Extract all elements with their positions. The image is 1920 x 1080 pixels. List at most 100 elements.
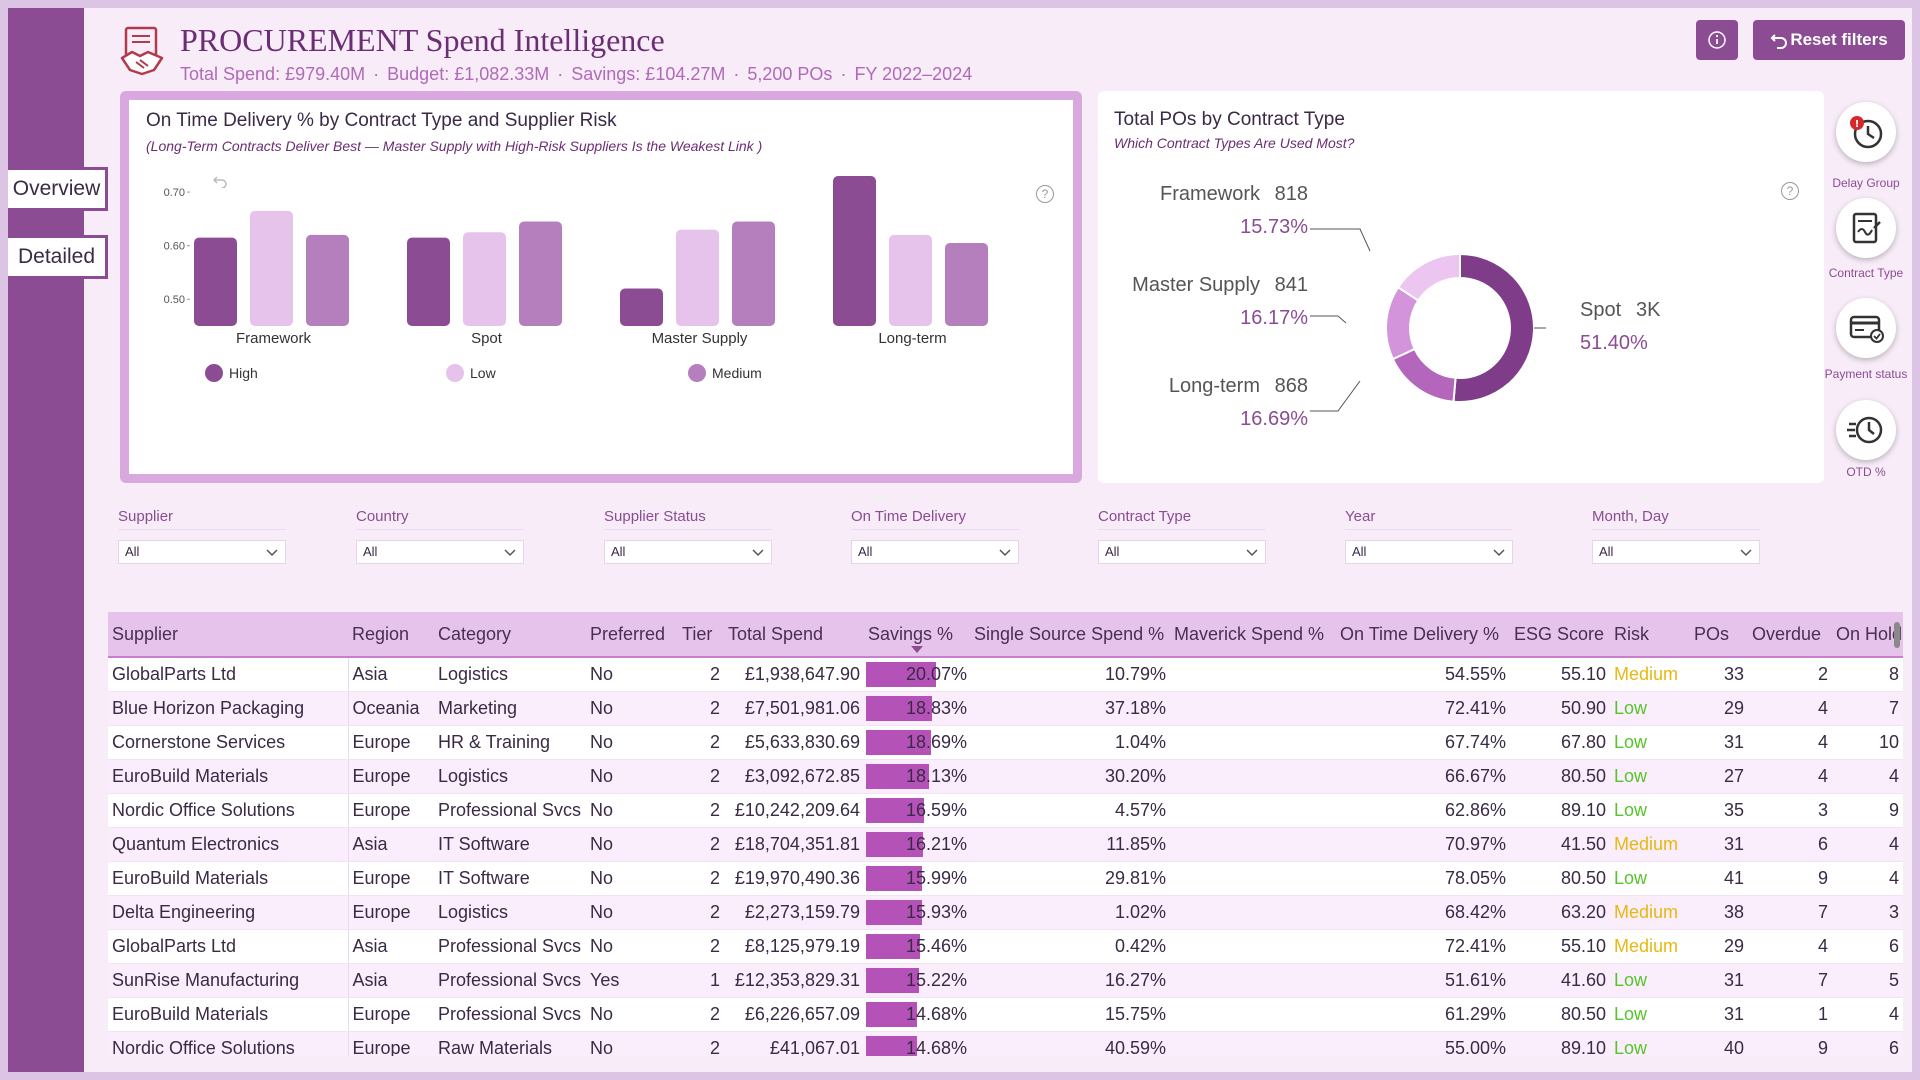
month-day-slicer[interactable]: Month, Day All [1592, 508, 1760, 564]
supplier-status-slicer[interactable]: Supplier Status All [604, 508, 772, 564]
column-header[interactable]: Single Source Spend % [970, 612, 1170, 658]
table-row[interactable]: Blue Horizon Packaging Oceania Marketing No… [108, 691, 1903, 726]
table-row[interactable]: EuroBuild Materials Europe IT Software No 2 £… [108, 861, 1903, 896]
column-header[interactable]: On Hold [1832, 612, 1903, 658]
column-header[interactable]: Overdue [1748, 612, 1832, 658]
table-cell-otd: 55.00% [1336, 1031, 1510, 1056]
table-row[interactable]: EuroBuild Materials Europe Professional Sv… [108, 997, 1903, 1032]
table-row[interactable]: Cornerstone Services Europe HR & Training N… [108, 725, 1903, 760]
x-category-label: Long-term [878, 330, 946, 347]
donut-help-icon[interactable]: ? [1781, 182, 1799, 200]
otd-help-icon[interactable]: ? [1036, 185, 1054, 203]
info-button[interactable] [1696, 20, 1738, 60]
payment-status-button[interactable] [1836, 298, 1896, 358]
column-header[interactable]: Maverick Spend % [1170, 612, 1336, 658]
legend-label: Medium [712, 365, 762, 381]
contract-type-button[interactable] [1836, 198, 1896, 258]
table-cell-pos: 29 [1690, 929, 1748, 964]
nav-overview-button[interactable]: Overview [8, 167, 108, 211]
slicer-dropdown[interactable]: All [1592, 540, 1760, 564]
column-header[interactable]: Total Spend [724, 612, 864, 658]
slicer-value: All [363, 544, 378, 559]
year-slicer[interactable]: Year All [1345, 508, 1513, 564]
table-scrollbar[interactable] [1894, 622, 1900, 648]
slicer-value: All [858, 544, 873, 559]
table-cell-single-source: 1.02% [970, 895, 1170, 930]
table-row[interactable]: Nordic Office Solutions Europe Professiona… [108, 793, 1903, 828]
table-cell-spend: £7,501,981.06 [724, 691, 864, 726]
table-row[interactable]: Nordic Office Solutions Europe Raw Materia… [108, 1031, 1903, 1056]
table-cell-supplier: EuroBuild Materials [108, 997, 349, 1032]
column-header[interactable]: Risk [1610, 612, 1690, 658]
savings-column-header[interactable]: Savings % [864, 612, 970, 658]
column-header[interactable]: On Time Delivery % [1336, 612, 1510, 658]
slicer-dropdown[interactable]: All [1098, 540, 1266, 564]
table-cell-spend: £5,633,830.69 [724, 725, 864, 760]
table-cell-overdue: 6 [1748, 827, 1832, 862]
table-cell-risk: Low [1610, 691, 1690, 726]
table-cell-otd: 61.29% [1336, 997, 1510, 1032]
sort-descending-icon [911, 646, 923, 653]
otd-percent-button[interactable] [1836, 400, 1896, 460]
delay-group-button[interactable]: ! [1836, 102, 1896, 162]
bar-high [407, 237, 450, 326]
table-row[interactable]: EuroBuild Materials Europe Logistics No 2 £3,… [108, 759, 1903, 794]
drill-up-icon[interactable] [213, 176, 227, 188]
chevron-down-icon [1246, 549, 1258, 557]
slicer-dropdown[interactable]: All [118, 540, 286, 564]
donut-label-count: 868 [1275, 375, 1308, 397]
table-cell-maverick [1170, 759, 1336, 794]
donut-slice-long-term [1391, 347, 1457, 403]
slicer-dropdown[interactable]: All [1345, 540, 1513, 564]
slicer-value: All [1105, 544, 1120, 559]
supplier-table[interactable]: Supplier Region Category Preferred Tier … [108, 612, 1903, 1056]
table-cell-single-source: 4.57% [970, 793, 1170, 828]
po-donut-card[interactable]: Total POs by Contract Type Which Contrac… [1098, 91, 1824, 483]
column-header[interactable]: Preferred [586, 612, 678, 658]
bar-medium [519, 221, 562, 326]
page-title: PROCUREMENT Spend Intelligence [180, 22, 665, 58]
table-cell-pos: 31 [1690, 963, 1748, 998]
otd-chart-card[interactable]: On Time Delivery % by Contract Type and … [120, 91, 1082, 483]
savings-value: 15.93% [905, 901, 967, 922]
history-clock-icon [1847, 416, 1883, 444]
slicer-dropdown[interactable]: All [356, 540, 524, 564]
table-row[interactable]: Quantum Electronics Asia IT Software No 2 £18… [108, 827, 1903, 862]
on-time-delivery-slicer[interactable]: On Time Delivery All [851, 508, 1019, 564]
nav-detailed-button[interactable]: Detailed [8, 235, 108, 279]
donut-label-pct: 16.69% [1240, 408, 1308, 430]
column-header[interactable]: Region [348, 612, 434, 658]
column-header[interactable]: ESG Score [1510, 612, 1610, 658]
table-cell-region: Europe [348, 861, 434, 896]
table-row[interactable]: GlobalParts Ltd Asia Logistics No 2 £1,938,64… [108, 657, 1903, 692]
table-cell-region: Asia [348, 929, 434, 964]
donut-label-pct: 15.73% [1240, 216, 1308, 238]
slicer-label: Supplier Status [604, 508, 772, 530]
contract-type-slicer[interactable]: Contract Type All [1098, 508, 1266, 564]
table-cell-preferred: No [586, 929, 678, 964]
donut-label-name: Framework [1160, 183, 1261, 205]
savings-value: 14.68% [905, 1037, 967, 1057]
table-cell-preferred: No [586, 997, 678, 1032]
table-cell-spend: £41,067.01 [724, 1031, 864, 1056]
slicer-dropdown[interactable]: All [851, 540, 1019, 564]
country-slicer[interactable]: Country All [356, 508, 524, 564]
table-row[interactable]: Delta Engineering Europe Logistics No 2 £2,27… [108, 895, 1903, 930]
savings-data-bar [866, 729, 932, 755]
reset-filters-button[interactable]: Reset filters [1753, 20, 1905, 60]
table-row[interactable]: GlobalParts Ltd Asia Professional Svcs No 2 £… [108, 929, 1903, 964]
column-header[interactable]: Category [434, 612, 586, 658]
slicer-dropdown[interactable]: All [604, 540, 772, 564]
bar-medium [306, 234, 349, 326]
table-cell-preferred: No [586, 691, 678, 726]
fiscal-year-kpi: FY 2022–2024 [854, 64, 973, 84]
table-row[interactable]: SunRise Manufacturing Asia Professional Sv… [108, 963, 1903, 998]
kpi-separator: · [557, 64, 564, 84]
column-header[interactable]: Tier [678, 612, 724, 658]
table-cell-otd: 78.05% [1336, 861, 1510, 896]
x-category-label: Spot [471, 330, 503, 347]
column-header[interactable]: Supplier [108, 612, 348, 658]
table-cell-savings: 15.93% [864, 895, 970, 930]
supplier-slicer[interactable]: Supplier All [118, 508, 286, 564]
column-header[interactable]: POs [1690, 612, 1748, 658]
